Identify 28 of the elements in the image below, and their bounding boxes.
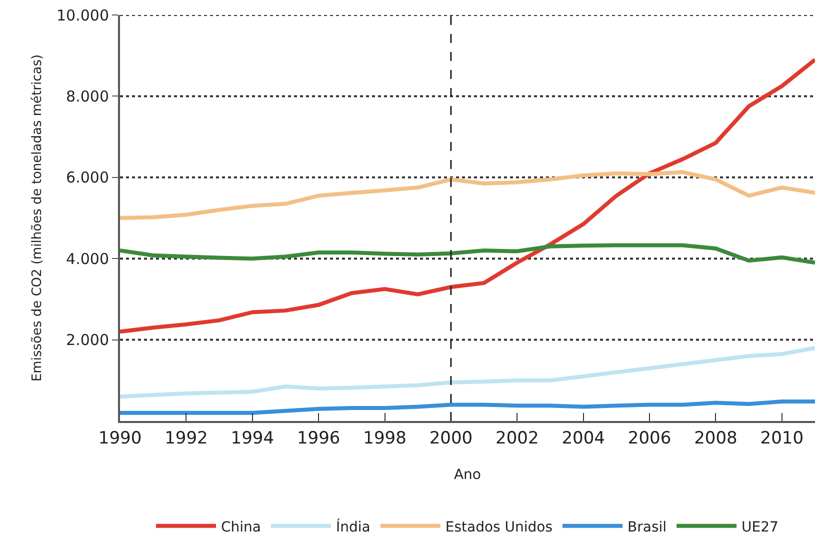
x-tick-label: 1994 [230, 428, 274, 448]
legend-label: Estados Unidos [445, 519, 553, 536]
line-series [120, 243, 815, 265]
y-tick-label: 4.000 [66, 250, 109, 268]
x-tick-label: 2000 [429, 428, 473, 448]
y-axis-title: Emissões de CO2 (milhões de toneladas métricas) [30, 54, 45, 382]
x-axis-title: Ano [454, 467, 482, 484]
line-series [120, 170, 815, 220]
y-tick-label: 2.000 [66, 331, 109, 350]
line-series [120, 400, 815, 415]
x-tick-label: 1992 [164, 428, 208, 448]
y-tick-label: 10.000 [56, 6, 109, 24]
y-tick-label: 8.000 [66, 87, 109, 106]
x-tick-label: 2004 [562, 428, 605, 448]
x-tick-label: 1996 [296, 428, 340, 448]
line-series [120, 58, 815, 334]
y-tick-label: 6.000 [66, 168, 109, 187]
x-tick-label: 2008 [694, 428, 738, 448]
legend-label: China [221, 519, 261, 536]
x-tick-label: 2006 [628, 428, 672, 448]
x-tick-label: 1998 [363, 428, 406, 448]
legend-label: Brasil [628, 519, 667, 536]
line-series [120, 346, 815, 399]
legend-label: UE27 [742, 519, 778, 536]
x-tick-label: 2002 [496, 428, 539, 448]
x-tick-label: 2010 [760, 428, 804, 448]
legend-label: Índia [336, 518, 370, 536]
x-tick-label: 1990 [98, 428, 142, 448]
